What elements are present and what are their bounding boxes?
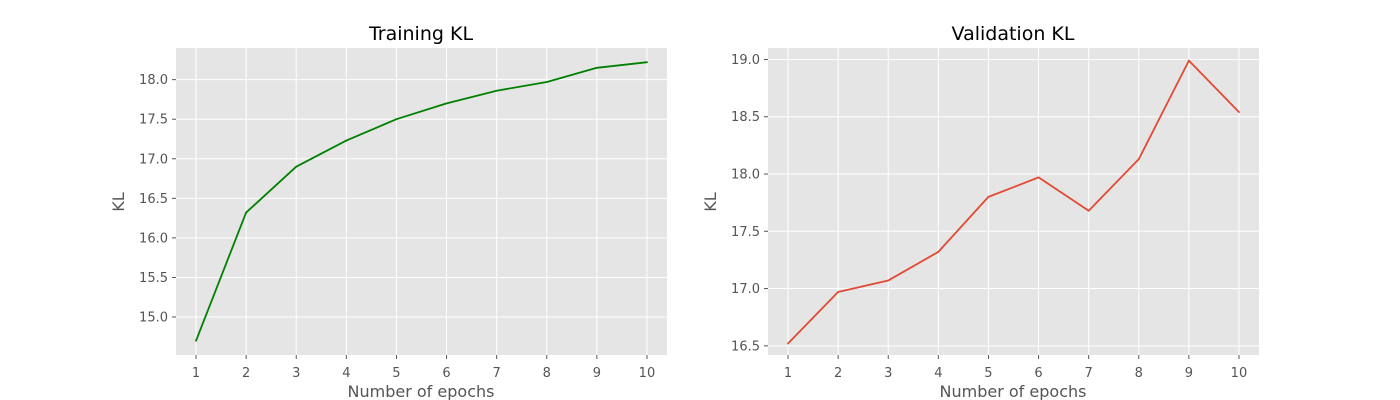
data-point [1137,158,1140,161]
chart-title: Training KL [368,23,473,45]
x-tick-label: 5 [392,366,400,381]
x-tick-label: 7 [1085,366,1093,381]
y-tick-label: 18.5 [731,110,760,125]
data-point [1087,209,1090,212]
data-point [295,165,298,168]
x-tick-label: 4 [342,366,350,381]
data-point [195,339,197,342]
data-point [937,251,940,253]
data-point [646,61,648,64]
x-tick-label: 3 [884,366,892,381]
y-tick-label: 17.5 [731,225,760,240]
y-tick-label: 17.0 [731,282,760,297]
x-tick-label: 10 [1231,366,1248,381]
x-tick-label: 2 [834,366,842,381]
chart-validation-kl: Validation KL Number of epochs KL 1 2 3 4 5 6… [701,23,1259,400]
plot-area [768,48,1259,355]
data-point [887,279,890,282]
y-tick-label: 15.0 [139,311,168,326]
x-tick-label: 6 [442,366,450,381]
data-point [787,342,789,345]
y-tick-label: 18.0 [139,73,168,88]
data-point [837,291,840,293]
data-point [245,211,248,214]
y-tick-label: 15.5 [139,271,168,286]
x-tick-label: 1 [192,366,200,381]
x-tick-label: 7 [493,366,501,381]
data-point [445,102,448,105]
data-point [987,196,990,198]
x-tick-label: 3 [292,366,300,381]
x-tick-label: 5 [984,366,992,381]
x-tick-label: 2 [242,366,250,381]
plot-area [176,48,667,355]
x-tick-label: 9 [593,366,601,381]
chart-training-kl: Training KL Number of epochs KL 1 2 3 4 5 6 7 8… [109,23,667,400]
series-line [787,59,1240,345]
chart-title: Validation KL [952,23,1075,45]
x-tick-label: 10 [639,366,656,381]
data-point [345,139,348,142]
x-tick-label: 9 [1185,366,1193,381]
x-tick-label: 4 [934,366,942,381]
y-tick-label: 18.0 [731,168,760,183]
data-point [495,89,498,92]
y-tick-label: 16.0 [139,231,168,246]
y-tick-label: 19.0 [731,53,760,68]
x-tick-label: 1 [784,366,792,381]
data-point [545,81,548,83]
series-line [195,61,648,342]
y-tick-label: 17.5 [139,113,168,128]
data-point [1187,59,1190,62]
y-axis-label: KL [701,192,720,211]
y-tick-label: 17.0 [139,152,168,167]
data-point [595,66,598,69]
x-axis-label: Number of epochs [348,382,495,400]
data-point [1037,176,1040,179]
y-axis-label: KL [109,192,128,211]
data-point [395,118,398,121]
y-tick-label: 16.5 [731,339,760,354]
data-point [1238,111,1240,114]
x-tick-label: 6 [1034,366,1042,381]
x-tick-label: 8 [1135,366,1143,381]
x-axis-label: Number of epochs [940,382,1087,400]
x-tick-label: 8 [543,366,551,381]
y-tick-label: 16.5 [139,192,168,207]
